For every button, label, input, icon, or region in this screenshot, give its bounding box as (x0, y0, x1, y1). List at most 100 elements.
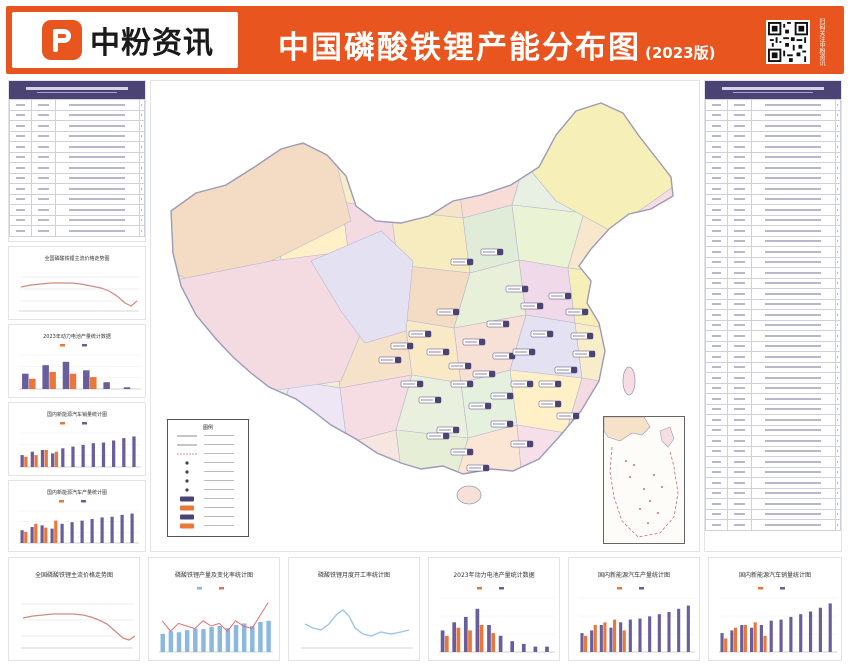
nev-production-bar-plot (579, 587, 695, 653)
bar (763, 635, 767, 652)
province-region (171, 103, 238, 166)
capacity-marker[interactable] (570, 332, 594, 340)
capacity-marker[interactable] (556, 412, 580, 420)
capacity-marker[interactable] (510, 440, 534, 448)
left-price-line-chart: 全国磷酸铁锂主流价格走势图 (8, 246, 146, 320)
capacity-marker[interactable] (538, 400, 562, 408)
legend-row (168, 449, 248, 458)
capacity-marker[interactable] (486, 320, 510, 328)
table-row (9, 130, 146, 142)
legend-row (168, 494, 248, 503)
capacity-marker[interactable] (538, 380, 562, 388)
bar (123, 387, 131, 389)
bottom-operating-rate-line-chart: 磷酸铁锂月度开工率统计图 (288, 557, 420, 661)
table-row (705, 445, 842, 457)
bar (799, 614, 803, 652)
bar (440, 630, 445, 652)
province-region (623, 262, 673, 332)
capacity-marker[interactable] (408, 330, 432, 338)
capacity-marker[interactable] (448, 362, 472, 370)
table-row (705, 361, 842, 373)
capacity-marker[interactable] (426, 432, 450, 440)
table-row (705, 109, 842, 121)
bar (120, 514, 124, 543)
capacity-marker[interactable] (472, 370, 496, 378)
chart-title: 全国磷酸铁锂主流价格走势图 (34, 572, 113, 579)
capacity-marker[interactable] (378, 356, 402, 364)
province-region (399, 103, 457, 164)
bar (487, 625, 491, 652)
capacity-marker[interactable] (520, 302, 544, 310)
table-row (705, 466, 842, 478)
bar (132, 436, 136, 467)
capacity-marker[interactable] (492, 352, 516, 360)
bar (100, 517, 104, 543)
bottom-nev-sales-bar-chart: 国内新能源汽车销量统计图 (708, 557, 842, 661)
bar (24, 531, 28, 543)
bar (730, 630, 734, 652)
capacity-marker[interactable] (450, 448, 474, 456)
capacity-marker[interactable] (418, 396, 442, 404)
capacity-marker[interactable] (512, 348, 536, 356)
bar (584, 635, 588, 652)
bottom-price-line-chart: 全国磷酸铁锂主流价格走势图 (8, 557, 140, 661)
qr-caption: 扫码关注中粉资讯 (818, 18, 825, 66)
bar (168, 631, 174, 652)
bar (510, 641, 515, 652)
capacity-marker[interactable] (450, 380, 474, 388)
table-header (9, 81, 145, 99)
capacity-marker[interactable] (390, 342, 414, 350)
left-nev-production-bar-chart: 国内新能源汽车产量统计图 (8, 480, 146, 552)
bar (468, 630, 472, 652)
china-capacity-map[interactable]: 图例 (150, 80, 700, 552)
bar (667, 612, 671, 652)
table-row (705, 183, 842, 195)
bar (498, 635, 503, 652)
bar (22, 373, 29, 389)
bar (42, 365, 49, 389)
capacity-marker[interactable] (530, 330, 554, 338)
bar (456, 627, 461, 652)
bar (160, 633, 165, 652)
table-row (705, 508, 842, 520)
legend-row (168, 458, 248, 467)
capacity-marker[interactable] (554, 366, 578, 374)
capacity-marker[interactable] (436, 426, 460, 434)
capacity-marker[interactable] (462, 338, 486, 346)
bar (258, 621, 263, 652)
table-row (705, 193, 842, 205)
capacity-marker[interactable] (548, 292, 572, 300)
bar (61, 448, 65, 467)
province-region (346, 429, 404, 474)
table-row (9, 225, 146, 237)
header-banner: 中粉资讯 中国磷酸铁锂产能分布图 (2023版) 扫码关注中粉资讯 (6, 6, 844, 74)
capacity-marker[interactable] (490, 392, 514, 400)
price-series-line (22, 613, 136, 641)
table-row (705, 403, 842, 415)
table-row (705, 351, 842, 363)
capacity-marker[interactable] (468, 402, 492, 410)
capacity-marker[interactable] (510, 380, 534, 388)
capacity-marker[interactable] (466, 464, 490, 472)
capacity-marker[interactable] (490, 420, 514, 428)
capacity-marker[interactable] (450, 258, 474, 266)
legend-row (168, 512, 248, 521)
chart-title: 国内新能源汽车销量统计图 (738, 572, 811, 579)
brand-logo[interactable]: 中粉资讯 (12, 12, 238, 68)
table-row (705, 151, 842, 163)
capacity-marker[interactable] (572, 350, 596, 358)
legend-row (168, 485, 248, 494)
bar (724, 638, 728, 652)
qr-code-icon[interactable] (766, 20, 810, 64)
capacity-marker[interactable] (480, 248, 504, 256)
nev-production-bar-plot (19, 500, 139, 544)
capacity-marker[interactable] (426, 348, 450, 356)
capacity-marker[interactable] (565, 308, 589, 316)
capacity-marker[interactable] (436, 308, 460, 316)
bar (90, 377, 97, 389)
capacity-marker[interactable] (505, 285, 529, 293)
bar (648, 616, 652, 652)
bar (769, 620, 773, 652)
capacity-marker[interactable] (400, 380, 424, 388)
left-nev-sales-bar-chart: 国内新能源汽车销量统计图 (8, 402, 146, 476)
